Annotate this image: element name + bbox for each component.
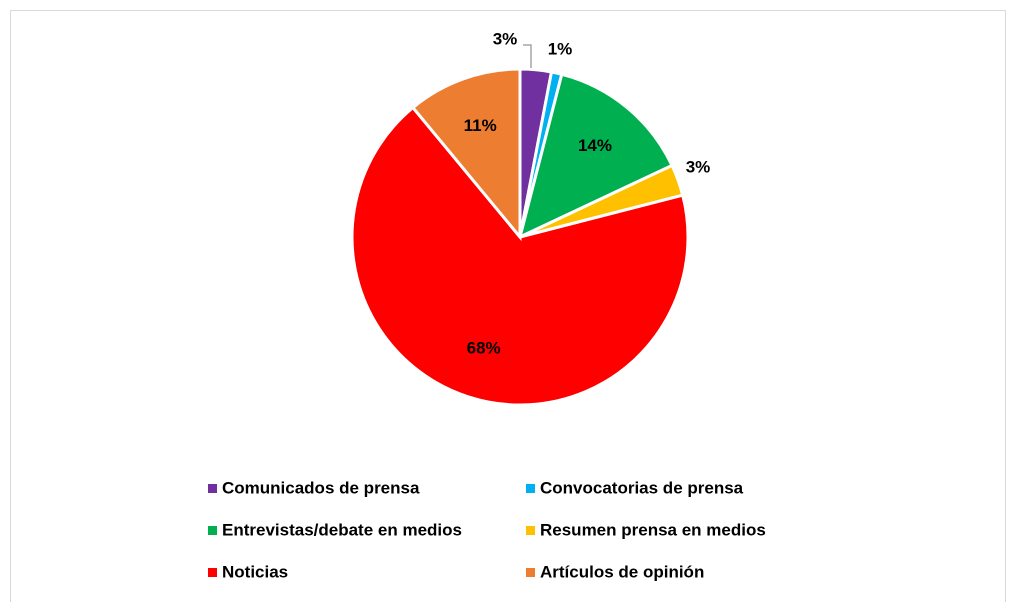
pie-slice xyxy=(350,105,690,407)
data-label: 11% xyxy=(464,116,497,135)
legend-swatch xyxy=(208,568,217,577)
legend-swatch xyxy=(526,526,535,535)
legend-label: Artículos de opinión xyxy=(540,562,704,581)
leader-line xyxy=(523,44,532,68)
pie-slice xyxy=(517,72,675,240)
legend-label: Resumen prensa en medios xyxy=(540,520,766,539)
data-label: 3% xyxy=(686,157,711,176)
legend-swatch xyxy=(208,526,217,535)
legend-label: Convocatorias de prensa xyxy=(540,478,744,497)
legend-label: Entrevistas/debate en medios xyxy=(222,520,462,539)
data-label: 1% xyxy=(548,39,573,58)
data-label: 68% xyxy=(467,338,501,357)
legend-swatch xyxy=(526,568,535,577)
legend-label: Noticias xyxy=(222,562,288,581)
data-label: 3% xyxy=(493,29,518,48)
legend-swatch xyxy=(208,484,217,493)
pie-slice xyxy=(410,67,522,242)
legend-label: Comunicados de prensa xyxy=(222,478,420,497)
data-label: 14% xyxy=(578,136,612,155)
legend-swatch xyxy=(526,484,535,493)
